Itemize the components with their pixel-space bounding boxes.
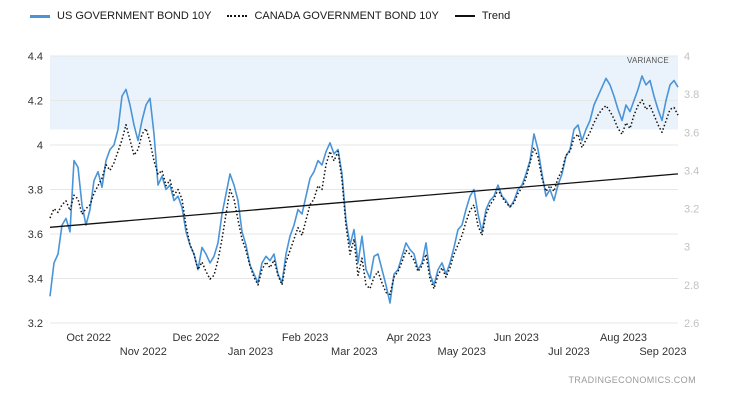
- trend-line-swatch-icon: [454, 15, 475, 17]
- us-line-swatch-icon: [30, 14, 50, 18]
- right-axis-label: 3.4: [684, 165, 699, 177]
- right-axis-label: 4: [684, 51, 690, 63]
- chart-legend: US GOVERNMENT BOND 10Y CANADA GOVERNMENT…: [30, 10, 510, 22]
- left-axis-label: 4.4: [28, 51, 43, 63]
- canada-line-swatch-icon: [227, 15, 248, 17]
- watermark: TRADINGECONOMICS.COM: [568, 375, 696, 385]
- legend-item-trend[interactable]: Trend: [454, 10, 511, 22]
- right-axis-label: 3.6: [684, 127, 699, 139]
- trend-line: [49, 173, 679, 228]
- legend-label-trend: Trend: [481, 10, 511, 22]
- left-axis-label: 4: [37, 140, 43, 152]
- legend-label-canada-bond: CANADA GOVERNMENT BOND 10Y: [254, 10, 439, 22]
- x-axis-label: Feb 2023: [282, 332, 328, 344]
- x-axis-label: Apr 2023: [386, 332, 431, 344]
- x-axis-label: Jul 2023: [548, 346, 590, 358]
- left-axis-label: 3.8: [28, 185, 43, 197]
- x-axis-label: Mar 2023: [331, 346, 377, 358]
- x-axis-label: Aug 2023: [600, 332, 647, 344]
- legend-label-us-bond: US GOVERNMENT BOND 10Y: [57, 10, 212, 22]
- x-axis-label: Nov 2022: [120, 346, 167, 358]
- variance-band: [50, 56, 678, 130]
- x-axis-label: Jun 2023: [494, 332, 539, 344]
- legend-item-us-bond[interactable]: US GOVERNMENT BOND 10Y: [30, 10, 211, 22]
- x-axis-label: Sep 2023: [639, 346, 686, 358]
- us-bond-series-line: [49, 75, 679, 304]
- right-axis-label: 2.8: [684, 280, 699, 292]
- right-axis-label: 3: [684, 242, 690, 254]
- right-axis-label: 3.8: [684, 89, 699, 101]
- left-axis-label: 3.6: [28, 229, 43, 241]
- x-axis-label: May 2023: [438, 346, 486, 358]
- x-axis-label: Dec 2022: [172, 332, 219, 344]
- canada-bond-series-line: [49, 99, 679, 296]
- right-axis-label: 3.2: [684, 204, 699, 216]
- x-axis-label: Oct 2022: [66, 332, 111, 344]
- variance-label: VARIANCE: [627, 56, 669, 65]
- left-axis-label: 3.2: [28, 318, 43, 330]
- left-axis-label: 4.2: [28, 96, 43, 108]
- legend-item-canada-bond[interactable]: CANADA GOVERNMENT BOND 10Y: [227, 10, 439, 22]
- left-axis-label: 3.4: [28, 274, 43, 286]
- right-axis-label: 2.6: [684, 318, 699, 330]
- x-axis-label: Jan 2023: [228, 346, 273, 358]
